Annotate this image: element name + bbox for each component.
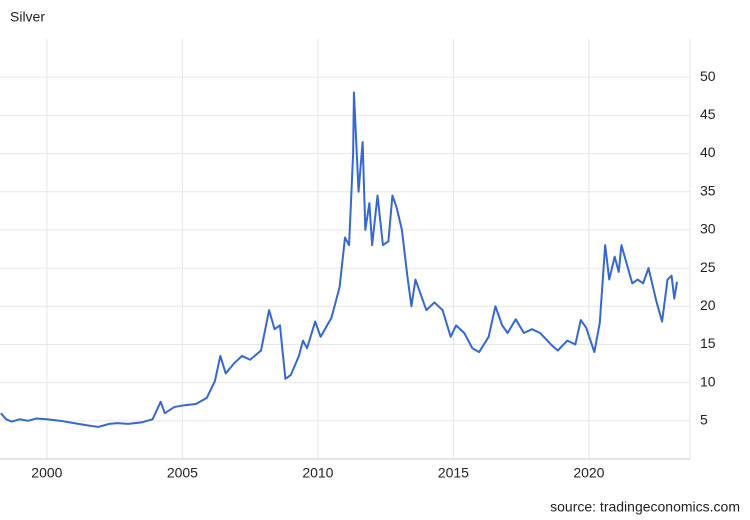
y-tick-label: 50 [700,68,716,84]
x-tick-label: 2020 [573,465,604,481]
y-tick-label: 45 [700,106,716,122]
chart-title: Silver [10,9,45,25]
x-tick-label: 2005 [167,465,198,481]
y-tick-label: 15 [700,335,716,351]
source-note: source: tradingeconomics.com [550,499,740,515]
y-tick-label: 25 [700,259,716,275]
x-tick-label: 2000 [31,465,62,481]
y-tick-label: 5 [700,412,708,428]
price-line [0,91,678,428]
y-tick-label: 30 [700,221,716,237]
y-tick-label: 35 [700,182,716,198]
y-tick-label: 20 [700,297,716,313]
x-tick-label: 2015 [438,465,469,481]
y-tick-label: 40 [700,144,716,160]
y-tick-label: 10 [700,373,716,389]
x-tick-label: 2010 [302,465,333,481]
